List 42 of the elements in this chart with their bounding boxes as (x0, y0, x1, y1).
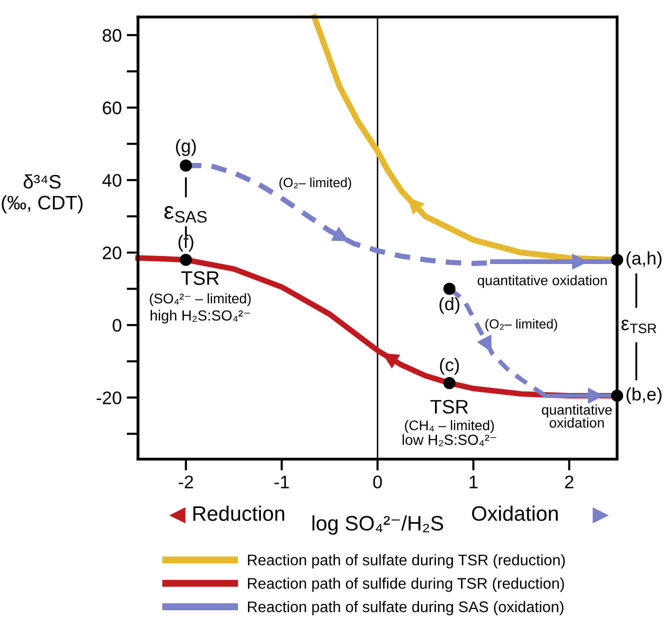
annotation: (CH₄ – limited) (405, 420, 494, 434)
point (611, 254, 624, 266)
legend-label: Reaction path of sulfate during TSR (reduction) (248, 554, 565, 568)
annotation: (g) (176, 139, 196, 156)
y-tick-label: -20 (96, 391, 122, 404)
y-tick-label: 60 (102, 102, 122, 114)
point (180, 160, 192, 172)
y-tick-label: 20 (102, 246, 122, 260)
text: Oxidation (472, 506, 558, 521)
text: ε$_{TSR}$ (621, 320, 656, 334)
annotation: (f) (178, 234, 194, 252)
x-tick-label: -2 (178, 476, 194, 488)
x-tick-label: 0 (373, 476, 382, 488)
x-tick-label: -1 (274, 476, 289, 488)
x-axis-title: log SO₄²⁻/H₂S (312, 515, 444, 535)
legend-label: Reaction path of sulfate during SAS (oxidation) (248, 601, 564, 616)
annotation: (b,e) (626, 387, 662, 404)
annotation: (a,h) (626, 251, 662, 268)
x-tick-label: 1 (470, 476, 478, 488)
annotation: TSR (430, 400, 468, 414)
annotation: (c) (440, 358, 459, 375)
y-tick-label: 40 (102, 174, 122, 187)
annotation: (SO₄²⁻ – limited) (150, 293, 251, 306)
annotation: (O₂– limited) (279, 178, 352, 190)
annotation: quantitative oxidation (478, 275, 607, 288)
annotation: TSR (181, 271, 219, 285)
annotation: (O₂– limited) (485, 318, 558, 332)
text: Reduction (193, 506, 284, 521)
y-tick-label: 0 (112, 319, 122, 332)
point (443, 282, 456, 295)
x-tick-label: 2 (565, 476, 574, 488)
legend-label: Reaction path of sulfide during TSR (reduction) (248, 578, 564, 592)
annotation: ε$_{SAS}$ (164, 206, 207, 223)
annotation: (d) (440, 297, 460, 314)
y-tick-label: 80 (102, 29, 122, 42)
annotation: quantitative oxidation (542, 404, 612, 428)
point (443, 376, 456, 390)
point (180, 254, 192, 266)
annotation: low H₂S:SO₄²⁻ (402, 434, 496, 446)
annotation: high H₂S:SO₄²⁻ (150, 310, 250, 324)
point (611, 390, 624, 402)
y-axis-title: δ³⁴S (‰, CDT) (2, 174, 83, 214)
